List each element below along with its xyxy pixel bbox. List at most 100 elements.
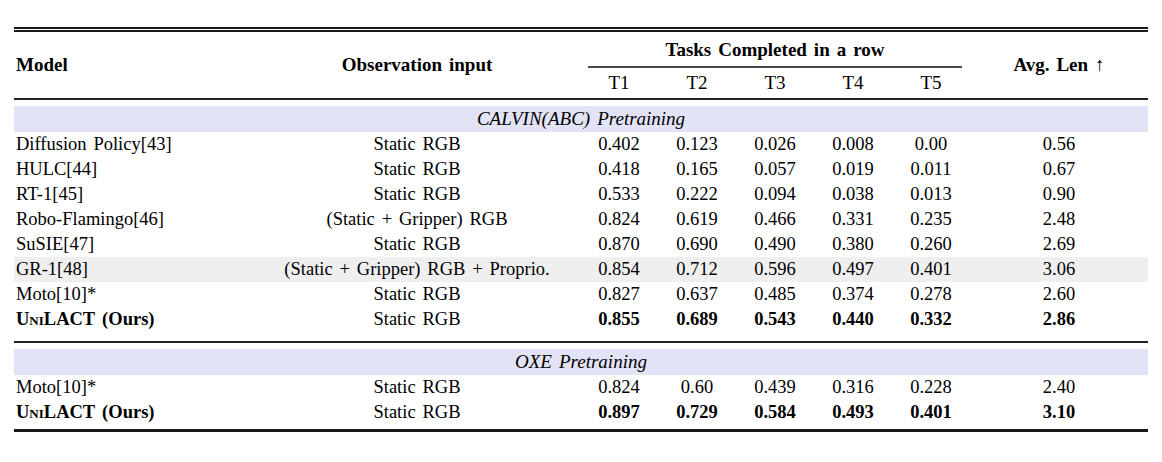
t5-value-cell: 0.278 (892, 282, 970, 307)
section-title: OXE Pretraining (14, 349, 1148, 375)
section-header-row: CALVIN(ABC) Pretraining (14, 106, 1148, 132)
observation-input-cell: Static RGB (254, 282, 580, 307)
model-name: Robo-Flamingo[46] (16, 209, 164, 229)
t4-value-cell: 0.374 (814, 282, 892, 307)
table-body: CALVIN(ABC) PretrainingDiffusion Policy[… (14, 99, 1148, 431)
avg-len-cell: 3.10 (970, 400, 1148, 425)
t4-value-cell: 0.008 (814, 132, 892, 157)
section-divider-rule (14, 332, 1148, 342)
avg-len-cell: 0.67 (970, 157, 1148, 182)
table-row: UniLACT (Ours)Static RGB0.8550.6890.5430… (14, 307, 1148, 332)
observation-input-cell: Static RGB (254, 400, 580, 425)
t2-value-cell: 0.619 (658, 207, 736, 232)
bottom-spacer (14, 425, 1148, 431)
model-suffix: (Ours) (95, 309, 154, 329)
t3-value-cell: 0.057 (736, 157, 814, 182)
t5-value-cell: 0.013 (892, 182, 970, 207)
tasks-group-label: Tasks Completed in a row (588, 39, 962, 68)
t3-value-cell: 0.596 (736, 257, 814, 282)
t5-value-cell: 0.235 (892, 207, 970, 232)
observation-input-cell: Static RGB (254, 132, 580, 157)
section-divider-rule (14, 332, 1148, 342)
t3-value-cell: 0.543 (736, 307, 814, 332)
t5-value-cell: 0.401 (892, 257, 970, 282)
t2-value-cell: 0.690 (658, 232, 736, 257)
t1-value-cell: 0.827 (580, 282, 658, 307)
spacer (14, 342, 1148, 349)
model-name: SuSIE[47] (16, 234, 94, 254)
t1-value-cell: 0.854 (580, 257, 658, 282)
t4-value-cell: 0.331 (814, 207, 892, 232)
column-header-avg-len: Avg. Len ↑ (970, 30, 1148, 99)
t3-value-cell: 0.490 (736, 232, 814, 257)
model-name: Diffusion Policy[43] (16, 134, 172, 154)
t2-value-cell: 0.60 (658, 375, 736, 400)
model-cell: SuSIE[47] (14, 232, 254, 257)
t5-value-cell: 0.332 (892, 307, 970, 332)
t2-value-cell: 0.637 (658, 282, 736, 307)
model-name: Moto[10]* (16, 284, 96, 304)
model-cell: RT-1[45] (14, 182, 254, 207)
column-header-observation-input: Observation input (254, 30, 580, 99)
t4-value-cell: 0.493 (814, 400, 892, 425)
t1-value-cell: 0.533 (580, 182, 658, 207)
column-header-model: Model (14, 30, 254, 99)
t1-value-cell: 0.897 (580, 400, 658, 425)
observation-input-cell: Static RGB (254, 375, 580, 400)
model-cell: Moto[10]* (14, 282, 254, 307)
table-row: Robo-Flamingo[46](Static + Gripper) RGB0… (14, 207, 1148, 232)
model-name: GR-1[48] (16, 259, 88, 279)
spacer (14, 99, 1148, 106)
model-name: HULC[44] (16, 159, 97, 179)
model-name: RT-1[45] (16, 184, 83, 204)
t4-value-cell: 0.316 (814, 375, 892, 400)
t1-value-cell: 0.402 (580, 132, 658, 157)
t1-value-cell: 0.870 (580, 232, 658, 257)
t2-value-cell: 0.123 (658, 132, 736, 157)
t5-value-cell: 0.00 (892, 132, 970, 157)
t4-value-cell: 0.440 (814, 307, 892, 332)
t5-value-cell: 0.011 (892, 157, 970, 182)
model-suffix: (Ours) (95, 402, 154, 422)
bottom-spacer (14, 425, 1148, 431)
t4-value-cell: 0.038 (814, 182, 892, 207)
t3-value-cell: 0.026 (736, 132, 814, 157)
avg-len-cell: 2.69 (970, 232, 1148, 257)
column-group-header-tasks: Tasks Completed in a row (580, 30, 970, 68)
section-title: CALVIN(ABC) Pretraining (14, 106, 1148, 132)
table-row: HULC[44]Static RGB0.4180.1650.0570.0190.… (14, 157, 1148, 182)
model-cell: UniLACT (Ours) (14, 307, 254, 332)
observation-input-cell: Static RGB (254, 232, 580, 257)
avg-len-cell: 0.90 (970, 182, 1148, 207)
t5-value-cell: 0.260 (892, 232, 970, 257)
t1-value-cell: 0.824 (580, 375, 658, 400)
column-header-t4: T4 (814, 68, 892, 99)
t5-value-cell: 0.228 (892, 375, 970, 400)
table-row: RT-1[45]Static RGB0.5330.2220.0940.0380.… (14, 182, 1148, 207)
t3-value-cell: 0.485 (736, 282, 814, 307)
t2-value-cell: 0.712 (658, 257, 736, 282)
model-name: Moto[10]* (16, 377, 96, 397)
t4-value-cell: 0.019 (814, 157, 892, 182)
observation-input-cell: Static RGB (254, 182, 580, 207)
observation-input-cell: Static RGB (254, 307, 580, 332)
table-row: Moto[10]* Static RGB0.8240.600.4390.3160.… (14, 375, 1148, 400)
t2-value-cell: 0.689 (658, 307, 736, 332)
t2-value-cell: 0.222 (658, 182, 736, 207)
t3-value-cell: 0.466 (736, 207, 814, 232)
table-row: GR-1[48] (Static + Gripper) RGB + Proprio… (14, 257, 1148, 282)
t1-value-cell: 0.824 (580, 207, 658, 232)
model-cell: GR-1[48] (14, 257, 254, 282)
section-header-row: OXE Pretraining (14, 349, 1148, 375)
avg-len-cell: 3.06 (970, 257, 1148, 282)
table-row: UniLACT (Ours)Static RGB0.8970.7290.5840… (14, 400, 1148, 425)
t1-value-cell: 0.418 (580, 157, 658, 182)
t2-value-cell: 0.165 (658, 157, 736, 182)
avg-len-cell: 2.48 (970, 207, 1148, 232)
t3-value-cell: 0.439 (736, 375, 814, 400)
t5-value-cell: 0.401 (892, 400, 970, 425)
model-cell: Moto[10]* (14, 375, 254, 400)
table-row: SuSIE[47]Static RGB0.8700.6900.4900.3800… (14, 232, 1148, 257)
observation-input-cell: (Static + Gripper) RGB + Proprio. (254, 257, 580, 282)
results-table: Model Observation input Tasks Completed … (14, 27, 1148, 432)
